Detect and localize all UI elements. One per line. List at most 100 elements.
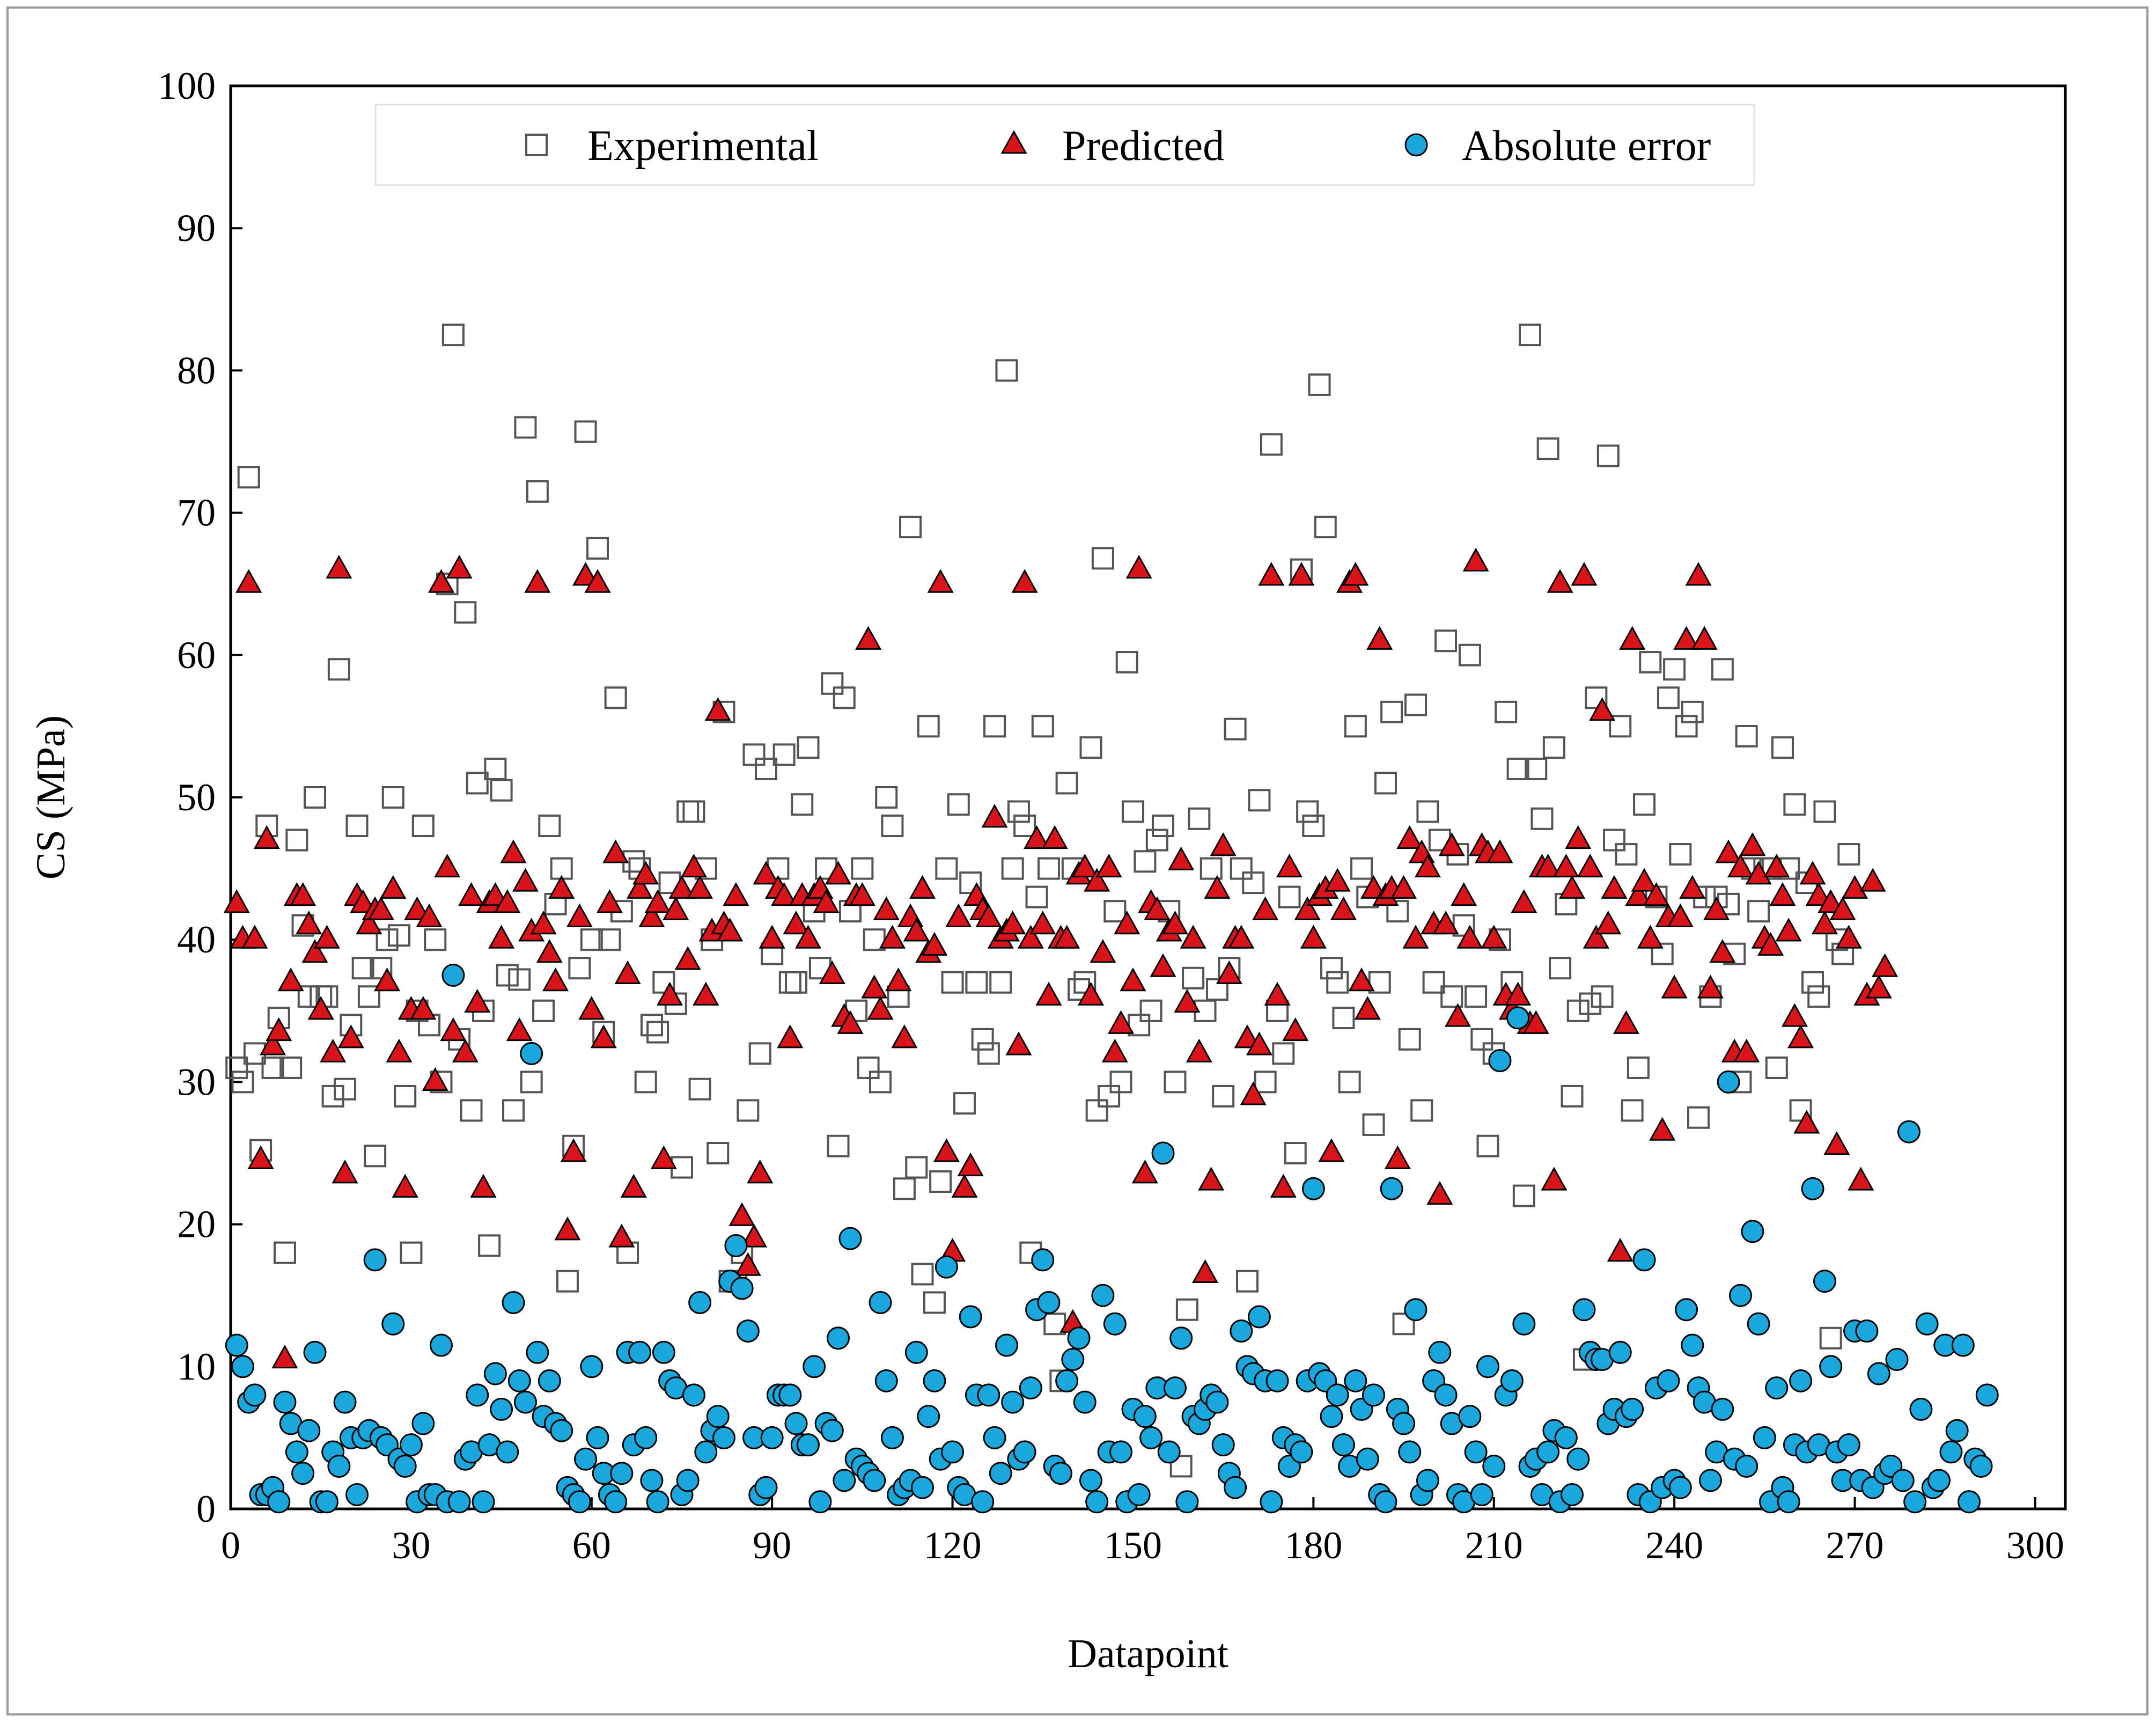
predicted-point [999, 911, 1026, 935]
experimental-point [297, 985, 320, 1008]
experimental-point [1152, 815, 1175, 838]
absolute-error-point [1632, 1248, 1656, 1272]
experimental-point [231, 1071, 254, 1094]
experimental-point [1085, 1099, 1108, 1122]
experimental-point [851, 857, 874, 880]
x-tick-label: 120 [924, 1524, 982, 1567]
absolute-error-point [466, 1383, 489, 1407]
experimental-point [1530, 807, 1554, 830]
absolute-error-point [345, 1483, 369, 1506]
absolute-error-point [1380, 1177, 1403, 1200]
experimental-point [1470, 1028, 1493, 1051]
absolute-error-point [1566, 1447, 1590, 1471]
experimental-point [833, 686, 856, 709]
absolute-error-point [1747, 1312, 1770, 1336]
experimental-point [1633, 793, 1656, 816]
experimental-point [1819, 1326, 1842, 1350]
absolute-error-point [1265, 1369, 1289, 1392]
predicted-point [1451, 882, 1477, 906]
x-tick-label: 180 [1284, 1524, 1342, 1567]
experimental-point [754, 757, 777, 780]
absolute-error-point [496, 1440, 519, 1464]
experimental-point [989, 971, 1012, 994]
experimental-point [1440, 985, 1463, 1008]
absolute-error-point [1169, 1326, 1193, 1350]
absolute-error-point [1855, 1319, 1879, 1343]
experimental-point [923, 1291, 946, 1314]
predicted-point [819, 960, 845, 985]
predicted-point [271, 1344, 298, 1369]
experimental-point [1807, 985, 1830, 1008]
experimental-point [1639, 651, 1662, 674]
experimental-point [321, 1084, 344, 1108]
absolute-error-point [1320, 1405, 1343, 1428]
experimental-point [478, 1234, 501, 1257]
absolute-error-point [1230, 1319, 1253, 1343]
predicted-point [590, 1024, 617, 1049]
absolute-error-point [303, 1340, 327, 1364]
predicted-point [855, 626, 882, 650]
predicted-point [957, 1152, 984, 1177]
absolute-error-point [1621, 1397, 1644, 1421]
experimental-point [1079, 736, 1102, 759]
experimental-point [1585, 686, 1608, 709]
predicted-point [921, 932, 948, 956]
absolute-error-point [447, 1490, 471, 1514]
experimental-point [935, 857, 958, 880]
predicted-point [332, 1160, 358, 1184]
absolute-error-point [1416, 1469, 1439, 1492]
y-tick-label: 0 [196, 1487, 216, 1530]
experimental-point [1326, 971, 1349, 994]
predicted-point [584, 569, 611, 593]
absolute-error-point [1939, 1440, 1963, 1464]
experimental-point [1344, 715, 1367, 738]
experimental-point [869, 1071, 892, 1094]
experimental-point [1711, 658, 1734, 681]
experimental-point [1422, 971, 1445, 994]
experimental-point [1013, 815, 1036, 838]
experimental-point [1476, 1134, 1499, 1157]
absolute-error-point [760, 1426, 784, 1449]
predicted-point [1330, 896, 1357, 920]
experimental-point [364, 1145, 387, 1168]
experimental-point [899, 516, 922, 539]
experimental-point [1139, 999, 1162, 1022]
predicted-point [464, 988, 491, 1013]
predicted-point [566, 903, 593, 927]
absolute-error-point [904, 1340, 928, 1364]
absolute-error-point [1897, 1120, 1920, 1143]
absolute-error-point [490, 1397, 513, 1421]
y-tick-label: 30 [177, 1060, 216, 1103]
legend-label: Absolute error [1462, 122, 1711, 170]
absolute-error-point [1224, 1476, 1247, 1499]
absolute-error-point [778, 1383, 802, 1407]
absolute-error-point [363, 1248, 387, 1272]
predicted-point [1144, 896, 1171, 920]
experimental-point [646, 1021, 669, 1044]
absolute-error-point [712, 1426, 735, 1449]
experimental-point [1657, 686, 1680, 709]
predicted-point [1246, 1031, 1272, 1055]
predicted-point [1522, 1010, 1549, 1034]
absolute-error-point [1374, 1490, 1397, 1514]
absolute-error-point [399, 1433, 423, 1457]
predicted-point [674, 946, 701, 970]
predicted-point [1168, 846, 1195, 870]
experimental-point [285, 828, 308, 852]
predicted-series [223, 547, 1899, 1369]
experimental-point [1675, 715, 1698, 738]
experimental-point [1525, 757, 1548, 780]
absolute-error-point [472, 1490, 495, 1514]
predicted-point [1432, 911, 1459, 935]
experimental-point [1109, 1071, 1132, 1094]
predicted-point [704, 697, 731, 721]
absolute-error-point [863, 1469, 886, 1492]
predicted-point [885, 967, 912, 992]
experimental-point [1205, 978, 1228, 1001]
absolute-error-point [1801, 1177, 1824, 1200]
predicted-point [1607, 1237, 1633, 1262]
predicted-point [1703, 896, 1730, 920]
predicted-point [1288, 562, 1315, 586]
absolute-error-point [911, 1476, 934, 1499]
predicted-point [404, 896, 431, 920]
